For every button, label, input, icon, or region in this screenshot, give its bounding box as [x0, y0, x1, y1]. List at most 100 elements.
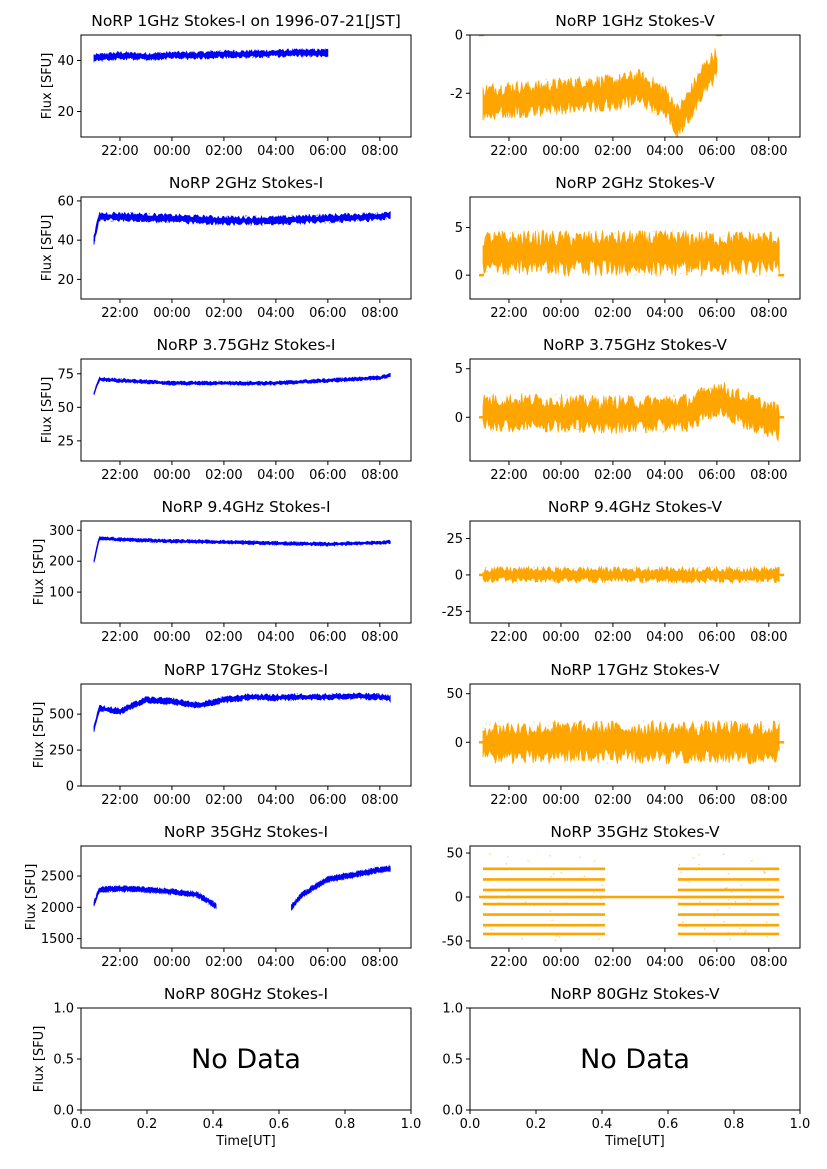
- data-point: [121, 886, 124, 888]
- data-point: [744, 581, 746, 583]
- data-point: [250, 540, 252, 542]
- data-point: [247, 380, 249, 382]
- data-point: [739, 233, 741, 236]
- data-point: [668, 96, 670, 99]
- data-point: [647, 242, 650, 244]
- data-point: [508, 413, 510, 415]
- data-point: [687, 576, 689, 578]
- chart-title: NoRP 17GHz Stokes-I: [164, 661, 328, 679]
- data-point: [157, 219, 159, 221]
- data-point: [313, 541, 316, 544]
- data-point: [99, 709, 101, 712]
- data-point: [148, 212, 150, 215]
- data-point: [176, 890, 178, 892]
- data-point: [94, 722, 96, 724]
- data-point: [208, 382, 210, 384]
- data-point: [167, 380, 169, 382]
- x-tick-label: 02:00: [205, 955, 242, 970]
- data-point: [556, 935, 558, 937]
- data-point: [550, 875, 552, 878]
- data-point: [671, 230, 674, 232]
- data-point: [231, 700, 233, 702]
- data-point: [362, 218, 364, 220]
- data-point: [187, 382, 189, 384]
- data-point: [558, 935, 561, 938]
- data-point: [528, 569, 531, 571]
- data-point: [193, 51, 195, 53]
- data-point: [714, 53, 717, 55]
- data-point: [368, 695, 370, 697]
- data-point: [663, 569, 666, 572]
- data-point: [687, 111, 690, 114]
- data-point: [339, 221, 341, 223]
- data-point: [707, 754, 710, 757]
- data-point: [705, 391, 707, 393]
- no-data-label: No Data: [191, 1044, 301, 1075]
- data-point: [569, 78, 571, 81]
- data-point: [251, 383, 253, 386]
- data-point: [146, 220, 148, 223]
- x-tick-label: 22:00: [101, 144, 138, 159]
- data-point: [382, 871, 384, 873]
- x-tick-label: 04:00: [646, 144, 683, 159]
- data-point: [281, 217, 283, 220]
- data-point: [322, 879, 325, 882]
- data-point: [589, 923, 592, 926]
- data-point: [736, 395, 739, 398]
- data-point: [708, 567, 711, 570]
- data-point: [127, 708, 129, 710]
- data-point: [320, 50, 322, 52]
- data-point: [162, 54, 164, 56]
- data-point: [503, 93, 506, 96]
- data-point: [110, 706, 112, 708]
- data-point: [607, 582, 609, 584]
- data-point: [592, 101, 595, 104]
- data-point: [341, 874, 343, 877]
- data-point: [132, 886, 134, 888]
- data-point: [509, 570, 511, 572]
- data-point: [566, 85, 568, 87]
- x-tick-label: 00:00: [153, 793, 190, 808]
- data-point: [626, 411, 628, 413]
- data-point: [138, 379, 141, 381]
- data-point: [563, 239, 565, 241]
- x-tick-label: 08:00: [750, 144, 787, 159]
- data-point: [673, 732, 675, 734]
- data-point: [379, 216, 381, 218]
- data-point: [768, 415, 771, 418]
- data-point: [321, 545, 323, 547]
- data-point: [167, 890, 170, 893]
- data-point: [509, 232, 511, 234]
- data-point: [335, 694, 337, 697]
- data-point: [311, 886, 313, 888]
- data-point: [264, 218, 266, 221]
- data-point: [500, 573, 503, 575]
- data-point: [125, 885, 128, 887]
- data-point: [131, 378, 134, 381]
- data-point: [143, 890, 145, 892]
- data-point: [150, 541, 153, 543]
- data-point: [529, 241, 532, 243]
- data-point: [584, 576, 586, 579]
- data-point: [315, 214, 317, 217]
- data-point: [666, 96, 669, 98]
- data-point: [190, 221, 192, 223]
- data-point: [678, 575, 680, 578]
- x-tick-label: 00:00: [153, 306, 190, 321]
- data-point: [233, 49, 235, 52]
- data-point: [749, 899, 751, 902]
- data-point: [176, 892, 178, 894]
- data-point: [612, 263, 615, 266]
- data-point: [110, 220, 113, 222]
- data-point: [492, 408, 495, 410]
- data-point: [552, 873, 555, 875]
- y-tick-label: 0.5: [442, 1053, 463, 1068]
- data-point: [758, 423, 760, 425]
- chart-panel-8: NoRP 17GHz Stokes-I22:00 00:00 02:00 04:00 0…: [32, 661, 412, 808]
- data-point: [217, 700, 219, 702]
- data-point: [215, 903, 217, 906]
- data-point: [497, 240, 499, 242]
- data-point: [712, 72, 714, 74]
- data-point: [503, 101, 506, 103]
- data-point: [165, 889, 167, 891]
